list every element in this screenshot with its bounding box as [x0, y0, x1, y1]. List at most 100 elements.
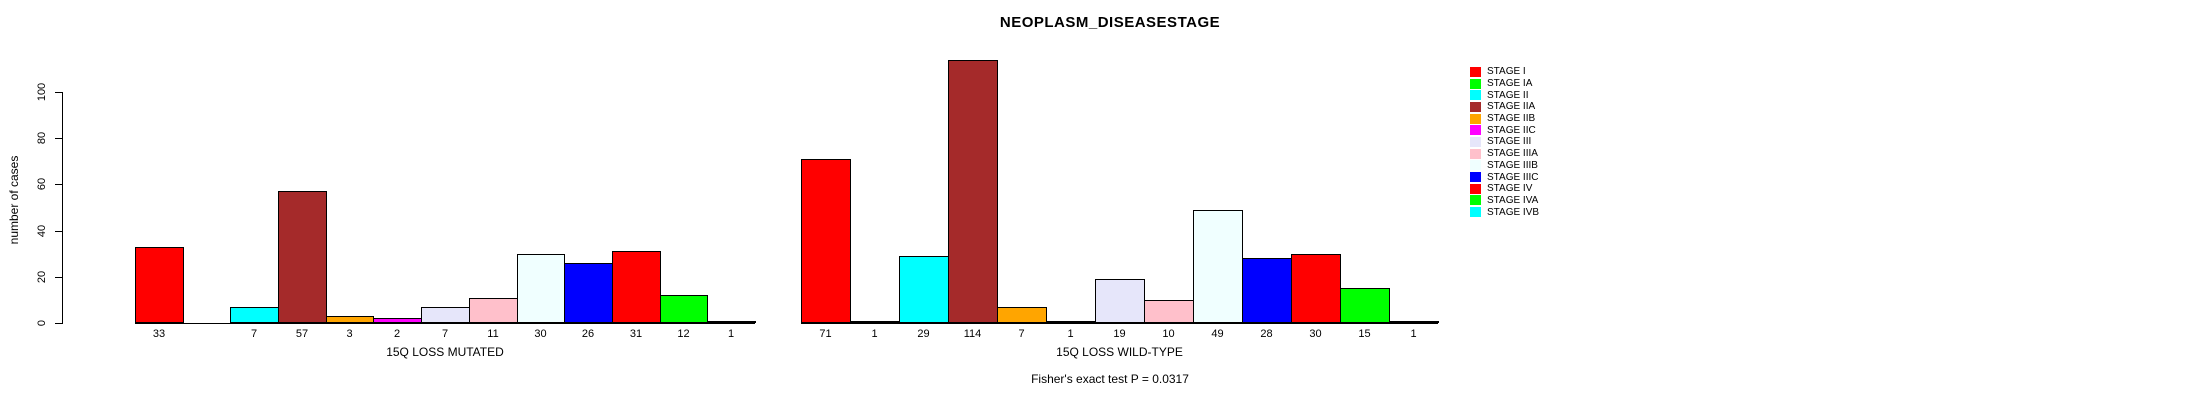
- bar-value-label: 2: [393, 328, 401, 340]
- legend-swatch-icon: [1470, 125, 1481, 136]
- y-tick: [55, 138, 62, 140]
- bar-value-label: 3: [346, 328, 353, 340]
- legend-swatch-icon: [1470, 66, 1481, 77]
- y-tick-label: 40: [36, 224, 48, 237]
- legend-item-stage-iib: STAGE IIB: [1470, 113, 1539, 125]
- legend-label: STAGE III: [1487, 136, 1532, 148]
- bar-stage-iic: [1046, 321, 1096, 323]
- bar-value-label: 11: [487, 328, 499, 340]
- legend-label: STAGE IIA: [1487, 101, 1536, 113]
- bar-value-label: 28: [1260, 328, 1273, 340]
- legend-label: STAGE IIIA: [1487, 148, 1538, 160]
- y-tick-label: 60: [36, 178, 48, 191]
- legend-item-stage-ii: STAGE II: [1470, 89, 1539, 101]
- bar-value-label: 1: [1410, 328, 1417, 340]
- legend-label: STAGE IIC: [1487, 124, 1536, 136]
- legend: STAGE I STAGE IA STAGE II STAGE IIA STAGE II…: [1470, 66, 1539, 218]
- legend-item-stage-ia: STAGE IA: [1470, 78, 1539, 90]
- bar-stage-iib: [326, 316, 374, 323]
- legend-label: STAGE II: [1487, 89, 1529, 101]
- legend-item-stage-i: STAGE I: [1470, 66, 1539, 78]
- bar-stage-iva: [1340, 288, 1390, 323]
- legend-label: STAGE IVB: [1487, 206, 1540, 218]
- bar-value-label: 1: [1067, 328, 1074, 340]
- legend-item-stage-ivb: STAGE IVB: [1470, 206, 1539, 218]
- legend-swatch-icon: [1470, 113, 1481, 124]
- y-tick: [55, 230, 62, 232]
- legend-swatch-icon: [1470, 101, 1481, 112]
- y-tick-label: 80: [36, 132, 48, 145]
- bar-value-label: 114: [963, 328, 982, 340]
- bar-value-label: 1: [727, 328, 735, 340]
- bar-value-label: 7: [250, 328, 258, 340]
- legend-item-stage-iic: STAGE IIC: [1470, 124, 1539, 136]
- bar-value-label: 30: [534, 328, 547, 340]
- legend-label: STAGE IVA: [1487, 194, 1539, 206]
- legend-item-stage-iiic: STAGE IIIC: [1470, 171, 1539, 183]
- legend-item-stage-iva: STAGE IVA: [1470, 195, 1539, 207]
- y-tick-label: 100: [36, 82, 48, 102]
- plot-mutated: 33 7 57 3 2 7 11 30 26 31 12 1: [135, 0, 756, 400]
- bar-stage-iia: [278, 191, 327, 323]
- legend-swatch-icon: [1470, 195, 1481, 206]
- bar-stage-iv: [612, 251, 661, 323]
- bar-stage-ii: [899, 256, 949, 323]
- bar-stage-ia: [850, 321, 900, 323]
- fisher-test-annotation: Fisher's exact test P = 0.0317: [1031, 372, 1189, 386]
- legend-label: STAGE IIIB: [1487, 159, 1538, 171]
- bar-stage-i: [801, 159, 851, 323]
- bar-stage-iiib: [1193, 210, 1243, 323]
- bar-stage-iv: [1291, 254, 1341, 323]
- legend-item-stage-iii: STAGE III: [1470, 136, 1539, 148]
- bar-stage-ivb: [707, 321, 756, 323]
- plot-wild-type: 71 1 29 114 7 1 19 10 49 28 30 15 1: [801, 0, 1439, 400]
- legend-item-stage-iiia: STAGE IIIA: [1470, 148, 1539, 160]
- legend-swatch-icon: [1470, 148, 1481, 159]
- legend-item-stage-iia: STAGE IIA: [1470, 101, 1539, 113]
- bar-stage-i: [135, 247, 184, 323]
- legend-label: STAGE IA: [1487, 78, 1533, 90]
- bar-stage-iia: [948, 60, 998, 323]
- legend-item-stage-iv: STAGE IV: [1470, 183, 1539, 195]
- legend-swatch-icon: [1470, 90, 1481, 101]
- bar-value-label: 31: [629, 328, 643, 340]
- legend-label: STAGE IV: [1487, 183, 1533, 195]
- y-tick-label: 0: [36, 319, 48, 327]
- bar-stage-iiic: [564, 263, 613, 323]
- bar-value-label: 19: [1113, 328, 1126, 340]
- legend-label: STAGE IIB: [1487, 113, 1536, 125]
- x-axis-label-mutated: 15Q LOSS MUTATED: [386, 345, 504, 359]
- bar-stage-iii: [421, 307, 470, 323]
- x-axis-label-wild-type: 15Q LOSS WILD-TYPE: [1056, 345, 1183, 359]
- y-axis-line: [62, 92, 63, 324]
- bar-stage-iiia: [1144, 300, 1194, 323]
- bar-value-label: 71: [819, 328, 832, 340]
- bar-value-label: 33: [152, 328, 166, 340]
- legend-label: STAGE IIIC: [1487, 171, 1539, 183]
- bar-value-label: 57: [295, 328, 309, 340]
- bar-value-label: 10: [1162, 328, 1175, 340]
- bar-value-label: 29: [917, 328, 930, 340]
- bar-value-label: 15: [1358, 328, 1371, 340]
- y-axis-label: number of cases: [7, 155, 21, 245]
- y-tick: [55, 323, 62, 324]
- chart-title: NEOPLASM_DISEASESTAGE: [999, 14, 1221, 31]
- bar-stage-iiic: [1242, 258, 1292, 323]
- legend-item-stage-iiib: STAGE IIIB: [1470, 160, 1539, 172]
- bar-value-label: 7: [441, 328, 449, 340]
- bar-stage-iic: [373, 318, 422, 323]
- bar-value-label: 12: [677, 328, 690, 340]
- bar-value-label: 26: [581, 328, 595, 340]
- bar-stage-ivb: [1389, 321, 1439, 323]
- y-tick: [55, 184, 62, 186]
- bar-stage-ii: [230, 307, 279, 323]
- legend-swatch-icon: [1470, 183, 1481, 194]
- legend-swatch-icon: [1470, 207, 1481, 218]
- bar-stage-iiia: [469, 298, 518, 323]
- bar-value-label: 30: [1309, 328, 1322, 340]
- x-axis-baseline-mutated: [135, 323, 755, 324]
- x-axis-baseline-wild-type: [801, 323, 1438, 324]
- bar-value-label: 7: [1018, 328, 1025, 340]
- y-tick: [55, 92, 62, 93]
